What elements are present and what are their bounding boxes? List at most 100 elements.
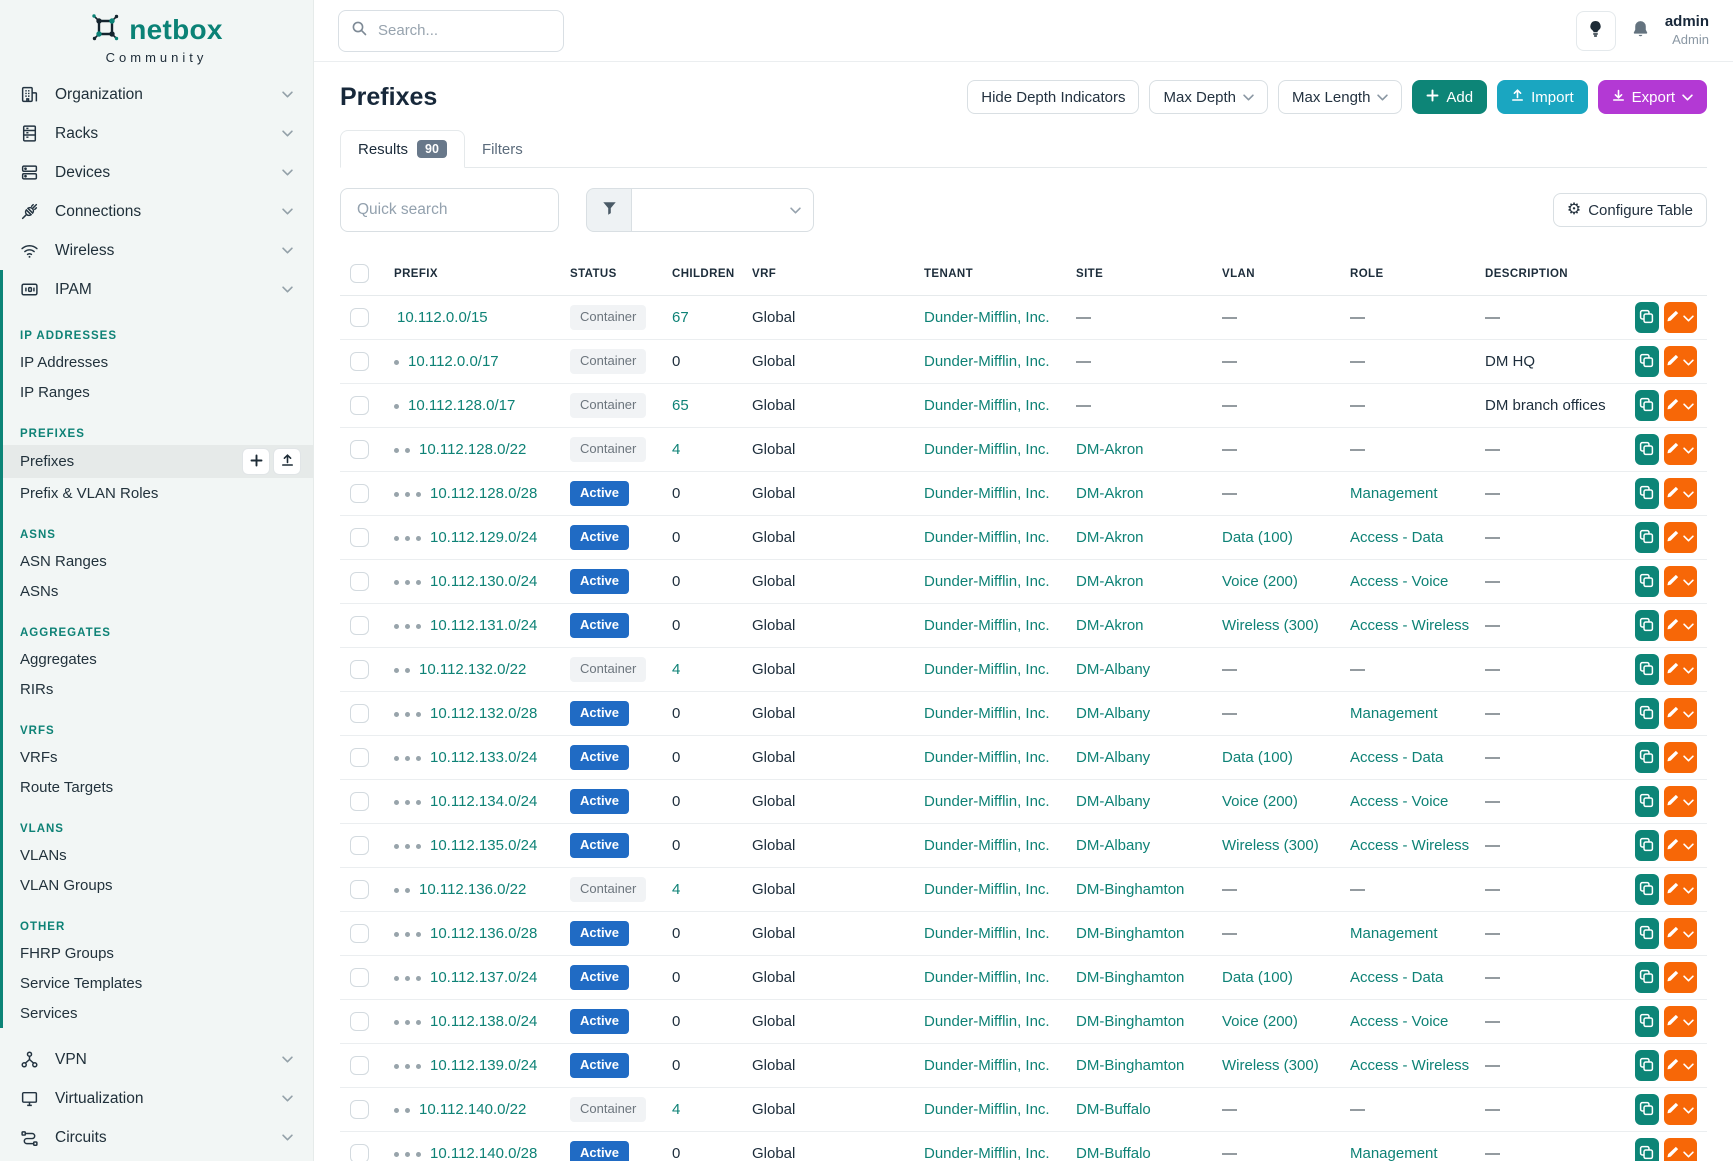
export-button[interactable]: Export — [1597, 80, 1707, 114]
copy-button[interactable] — [1635, 962, 1659, 993]
sidebar-item-wireless[interactable]: Wireless — [0, 231, 313, 270]
tenant-link[interactable]: Dunder-Mifflin, Inc. — [924, 485, 1050, 502]
copy-button[interactable] — [1635, 610, 1659, 641]
role-link[interactable]: Management — [1350, 1145, 1438, 1161]
site-link[interactable]: DM-Albany — [1076, 749, 1151, 766]
vlan-link[interactable]: Wireless (300) — [1222, 1057, 1319, 1074]
column-header-vlan[interactable]: VLAN — [1212, 252, 1340, 296]
row-checkbox[interactable] — [350, 396, 369, 415]
row-checkbox[interactable] — [350, 528, 369, 547]
column-header-vrf[interactable]: VRF — [742, 252, 914, 296]
copy-button[interactable] — [1635, 1006, 1659, 1037]
sidebar-item-vlan-groups[interactable]: VLAN Groups — [20, 876, 113, 894]
row-checkbox[interactable] — [350, 484, 369, 503]
row-checkbox[interactable] — [350, 836, 369, 855]
sidebar-import-prefix-button[interactable] — [273, 448, 301, 475]
edit-button[interactable] — [1663, 1138, 1697, 1161]
role-link[interactable]: Access - Voice — [1350, 573, 1449, 590]
row-checkbox[interactable] — [350, 1144, 369, 1161]
role-link[interactable]: Access - Voice — [1350, 1013, 1449, 1030]
tenant-link[interactable]: Dunder-Mifflin, Inc. — [924, 397, 1050, 414]
prefix-link[interactable]: 10.112.128.0/17 — [408, 397, 516, 414]
tenant-link[interactable]: Dunder-Mifflin, Inc. — [924, 1145, 1050, 1161]
copy-button[interactable] — [1635, 874, 1659, 905]
prefix-link[interactable]: 10.112.129.0/24 — [430, 529, 538, 546]
quick-search-input[interactable] — [355, 200, 544, 220]
vlan-link[interactable]: Data (100) — [1222, 969, 1293, 986]
user-menu[interactable]: admin Admin — [1665, 13, 1709, 48]
site-link[interactable]: DM-Binghamton — [1076, 1013, 1185, 1030]
copy-button[interactable] — [1635, 1138, 1659, 1161]
tab-filters[interactable]: Filters — [481, 141, 523, 158]
tenant-link[interactable]: Dunder-Mifflin, Inc. — [924, 749, 1050, 766]
edit-button[interactable] — [1663, 522, 1697, 553]
edit-button[interactable] — [1663, 830, 1697, 861]
edit-button[interactable] — [1663, 1094, 1697, 1125]
vlan-link[interactable]: Data (100) — [1222, 529, 1293, 546]
row-checkbox[interactable] — [350, 704, 369, 723]
sidebar-add-prefix-button[interactable] — [242, 448, 270, 475]
tenant-link[interactable]: Dunder-Mifflin, Inc. — [924, 925, 1050, 942]
prefix-link[interactable]: 10.112.140.0/22 — [419, 1101, 527, 1118]
prefix-link[interactable]: 10.112.135.0/24 — [430, 837, 538, 854]
tenant-link[interactable]: Dunder-Mifflin, Inc. — [924, 881, 1050, 898]
role-link[interactable]: Access - Data — [1350, 749, 1444, 766]
vlan-link[interactable]: Wireless (300) — [1222, 837, 1319, 854]
edit-button[interactable] — [1663, 874, 1697, 905]
edit-button[interactable] — [1663, 654, 1697, 685]
vlan-link[interactable]: Wireless (300) — [1222, 617, 1319, 634]
sidebar-item-virtualization[interactable]: Virtualization — [0, 1079, 313, 1118]
children-link[interactable]: 4 — [672, 881, 681, 898]
tenant-link[interactable]: Dunder-Mifflin, Inc. — [924, 705, 1050, 722]
row-checkbox[interactable] — [350, 1100, 369, 1119]
role-link[interactable]: Access - Data — [1350, 529, 1444, 546]
row-checkbox[interactable] — [350, 968, 369, 987]
tenant-link[interactable]: Dunder-Mifflin, Inc. — [924, 1101, 1050, 1118]
prefix-link[interactable]: 10.112.136.0/28 — [430, 925, 538, 942]
tenant-link[interactable]: Dunder-Mifflin, Inc. — [924, 617, 1050, 634]
edit-button[interactable] — [1663, 742, 1697, 773]
sidebar-item-devices[interactable]: Devices — [0, 153, 313, 192]
prefix-link[interactable]: 10.112.0.0/15 — [397, 309, 488, 326]
role-link[interactable]: Management — [1350, 705, 1438, 722]
import-button[interactable]: Import — [1497, 80, 1588, 114]
row-checkbox[interactable] — [350, 748, 369, 767]
copy-button[interactable] — [1635, 742, 1659, 773]
sidebar-item-vrfs[interactable]: VRFs — [20, 748, 58, 766]
configure-table-button[interactable]: ⚙ Configure Table — [1552, 193, 1707, 227]
tenant-link[interactable]: Dunder-Mifflin, Inc. — [924, 573, 1050, 590]
copy-button[interactable] — [1635, 566, 1659, 597]
tenant-link[interactable]: Dunder-Mifflin, Inc. — [924, 1057, 1050, 1074]
dark-mode-toggle[interactable] — [1575, 10, 1616, 51]
add-button[interactable]: Add — [1412, 80, 1488, 114]
prefix-link[interactable]: 10.112.139.0/24 — [430, 1057, 538, 1074]
column-header-role[interactable]: ROLE — [1340, 252, 1475, 296]
site-link[interactable]: DM-Albany — [1076, 793, 1151, 810]
site-link[interactable]: DM-Akron — [1076, 485, 1144, 502]
sidebar-item-service-templates[interactable]: Service Templates — [20, 974, 143, 992]
edit-button[interactable] — [1663, 962, 1697, 993]
quick-search[interactable] — [340, 188, 559, 232]
tab-results[interactable]: Results 90 — [340, 130, 465, 168]
edit-button[interactable] — [1663, 1050, 1697, 1081]
vlan-link[interactable]: Voice (200) — [1222, 793, 1298, 810]
vlan-link[interactable]: Data (100) — [1222, 749, 1293, 766]
max-depth-dropdown[interactable]: Max Depth — [1149, 80, 1269, 114]
prefix-link[interactable]: 10.112.128.0/22 — [419, 441, 527, 458]
site-link[interactable]: DM-Binghamton — [1076, 1057, 1185, 1074]
sidebar-item-prefix-vlan-roles[interactable]: Prefix & VLAN Roles — [20, 484, 159, 502]
sidebar-item-rirs[interactable]: RIRs — [20, 680, 54, 698]
tenant-link[interactable]: Dunder-Mifflin, Inc. — [924, 837, 1050, 854]
edit-button[interactable] — [1663, 346, 1697, 377]
children-link[interactable]: 4 — [672, 1101, 681, 1118]
tenant-link[interactable]: Dunder-Mifflin, Inc. — [924, 969, 1050, 986]
tenant-link[interactable]: Dunder-Mifflin, Inc. — [924, 309, 1050, 326]
column-header-children[interactable]: CHILDREN — [662, 252, 742, 296]
sidebar-item-connections[interactable]: Connections — [0, 192, 313, 231]
tenant-link[interactable]: Dunder-Mifflin, Inc. — [924, 1013, 1050, 1030]
tenant-link[interactable]: Dunder-Mifflin, Inc. — [924, 661, 1050, 678]
global-search-input[interactable] — [376, 21, 526, 40]
tenant-link[interactable]: Dunder-Mifflin, Inc. — [924, 529, 1050, 546]
sidebar-item-vpn[interactable]: VPN — [0, 1040, 313, 1079]
sidebar-item-racks[interactable]: Racks — [0, 114, 313, 153]
